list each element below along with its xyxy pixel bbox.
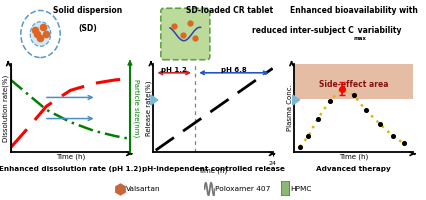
Text: pH 1.2: pH 1.2: [161, 67, 187, 73]
Point: [377, 122, 383, 125]
FancyBboxPatch shape: [161, 8, 210, 60]
Text: Advanced therapy: Advanced therapy: [316, 166, 391, 172]
Y-axis label: Plasma Conc.: Plasma Conc.: [287, 85, 293, 131]
Point: [362, 108, 369, 111]
Text: pH-independent controlled release: pH-independent controlled release: [141, 166, 285, 172]
Text: HPMC: HPMC: [291, 186, 312, 192]
Point: [305, 135, 312, 138]
X-axis label: Time (h): Time (h): [199, 167, 227, 174]
Circle shape: [30, 22, 51, 46]
Y-axis label: Particle size(nm): Particle size(nm): [133, 79, 139, 137]
Text: pH 6.8: pH 6.8: [221, 67, 247, 73]
Point: [350, 93, 357, 96]
X-axis label: Time (h): Time (h): [339, 153, 368, 160]
Text: variability: variability: [355, 26, 401, 35]
FancyBboxPatch shape: [281, 181, 290, 196]
Point: [296, 145, 303, 148]
Point: [338, 87, 345, 90]
Text: Valsartan: Valsartan: [126, 186, 160, 192]
Y-axis label: Dissolution rate(%): Dissolution rate(%): [3, 74, 9, 142]
Y-axis label: Release rate(%): Release rate(%): [145, 80, 152, 136]
Point: [314, 117, 321, 120]
Text: Side-effect area: Side-effect area: [319, 80, 389, 89]
Text: Poloxamer 407: Poloxamer 407: [215, 186, 271, 192]
Point: [400, 142, 407, 145]
Point: [389, 135, 396, 138]
Text: SD-loaded CR tablet: SD-loaded CR tablet: [187, 6, 273, 15]
Text: Solid dispersion: Solid dispersion: [53, 6, 122, 15]
Text: Enhanced bioavailability with: Enhanced bioavailability with: [290, 6, 417, 15]
Text: Enhanced dissolution rate (pH 1.2): Enhanced dissolution rate (pH 1.2): [0, 166, 142, 172]
Text: reduced inter-subject C: reduced inter-subject C: [252, 26, 354, 35]
Bar: [294, 64, 413, 99]
Text: max: max: [354, 36, 366, 41]
Point: [326, 99, 333, 103]
X-axis label: Time (h): Time (h): [56, 153, 85, 160]
Text: (SD): (SD): [78, 24, 97, 33]
